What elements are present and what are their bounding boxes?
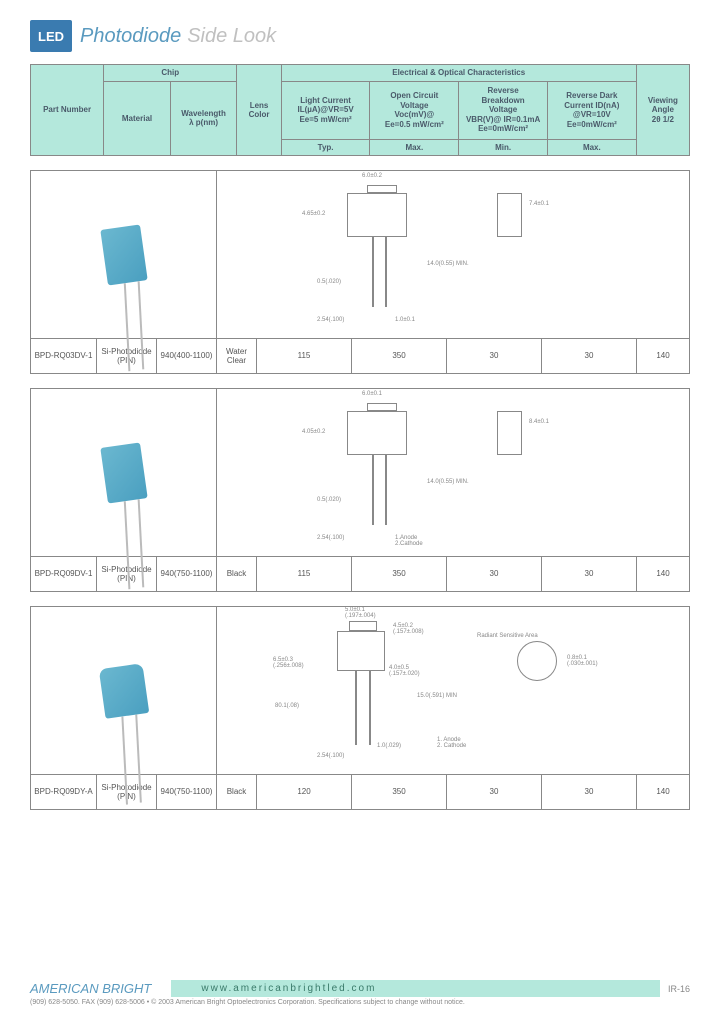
diagram-label: 1.0(.029): [377, 743, 401, 749]
product-photo-cell: [31, 171, 217, 338]
col-material: Material: [104, 81, 171, 156]
diagram-label: 0.8±0.1(.030±.001): [567, 655, 598, 667]
col-max1: Max.: [370, 139, 459, 156]
data-cell-viewing: 140: [637, 775, 689, 809]
data-cell-light_current: 115: [257, 557, 352, 591]
data-cell-viewing: 140: [637, 557, 689, 591]
data-cell-reverse_breakdown: 30: [447, 557, 542, 591]
product-block: 6.0±0.1 4.05±0.2 8.4±0.1 14.0(0.55) MIN. 0.5…: [30, 388, 690, 592]
diagram-label: 4.0±0.5(.157±.020): [389, 665, 420, 677]
data-cell-wavelength: 940(750-1100): [157, 775, 217, 809]
footer-bar: AMERICAN BRIGHT www.americanbrightled.co…: [0, 980, 720, 997]
product-photo-cell: [31, 389, 217, 556]
diagram-label: 2.54(.100): [317, 753, 344, 759]
product-image-row: 6.0±0.2 4.65±0.2 7.4±0.1 14.0(0.55) MIN. 0.5…: [31, 171, 689, 339]
data-cell-part: BPD-RQ09DY-A: [31, 775, 97, 809]
data-cell-wavelength: 940(400-1100): [157, 339, 217, 373]
col-lens: LensColor: [237, 65, 281, 156]
col-viewing: ViewingAngle2θ 1/2: [636, 65, 689, 156]
footer: AMERICAN BRIGHT www.americanbrightled.co…: [0, 980, 720, 1012]
product-photo-cell: [31, 607, 217, 774]
diagram-label: 0.5(.020): [317, 497, 341, 503]
data-cell-open_circuit: 350: [352, 557, 447, 591]
col-light-current: Light CurrentIL(µA)@VR=5VEe=5 mW/cm²: [281, 81, 370, 139]
col-part-number: Part Number: [31, 65, 104, 156]
diagram-label: 1.Anode2.Cathode: [395, 535, 423, 547]
logo: LED: [30, 20, 72, 52]
data-cell-reverse_breakdown: 30: [447, 339, 542, 373]
data-cell-lens: Black: [217, 557, 257, 591]
data-cell-light_current: 120: [257, 775, 352, 809]
product-data-row: BPD-RQ09DY-ASi-Photodiode(PIN)940(750-11…: [31, 775, 689, 809]
title-main: Photodiode: [80, 25, 181, 48]
diagram-label: 14.0(0.55) MIN.: [427, 261, 469, 267]
data-cell-lens: Black: [217, 775, 257, 809]
diagram-label: 6.0±0.2: [362, 173, 382, 179]
photodiode-icon: [100, 224, 147, 285]
page-header: LED Photodiode Side Look: [30, 20, 690, 52]
diagram-label: 4.5±0.2(.157±.008): [393, 623, 424, 635]
col-reverse-dark: Reverse DarkCurrent ID(nA)@VR=10VEe=0mW/…: [547, 81, 636, 139]
diagram-label: 14.0(0.55) MIN.: [427, 479, 469, 485]
spec-header-table: Part Number Chip LensColor Electrical & …: [30, 64, 690, 156]
col-max2: Max.: [547, 139, 636, 156]
diagram-label: 6.5±0.3(.256±.008): [273, 657, 304, 669]
diagram-label: 1.0±0.1: [395, 317, 415, 323]
col-typ: Typ.: [281, 139, 370, 156]
diagram-label: 5.0±0.1(.197±.004): [345, 607, 376, 619]
data-cell-lens: WaterClear: [217, 339, 257, 373]
data-cell-open_circuit: 350: [352, 775, 447, 809]
data-cell-reverse_breakdown: 30: [447, 775, 542, 809]
data-cell-reverse_dark: 30: [542, 775, 637, 809]
col-chip: Chip: [104, 65, 237, 82]
diagram-label: 4.65±0.2: [302, 211, 325, 217]
product-image-row: 6.0±0.1 4.05±0.2 8.4±0.1 14.0(0.55) MIN. 0.5…: [31, 389, 689, 557]
photodiode-icon: [100, 442, 147, 503]
col-open-circuit: Open CircuitVoltageVoc(mV)@Ee=0.5 mW/cm²: [370, 81, 459, 139]
diagram-label: 2.54(.100): [317, 535, 344, 541]
footer-page: IR-16: [668, 984, 690, 994]
product-block: 5.0±0.1(.197±.004) 4.5±0.2(.157±.008) 6.5±…: [30, 606, 690, 810]
col-reverse-breakdown: ReverseBreakdownVoltageVBR(V)@ IR=0.1mAE…: [459, 81, 548, 139]
diagram-label: 80.1(.08): [275, 703, 299, 709]
product-block: 6.0±0.2 4.65±0.2 7.4±0.1 14.0(0.55) MIN. 0.5…: [30, 170, 690, 374]
photodiode-icon: [98, 663, 149, 719]
data-cell-reverse_dark: 30: [542, 557, 637, 591]
product-diagram-cell: 6.0±0.2 4.65±0.2 7.4±0.1 14.0(0.55) MIN. 0.5…: [217, 171, 689, 338]
data-cell-part: BPD-RQ09DV-1: [31, 557, 97, 591]
footer-brand: AMERICAN BRIGHT: [30, 981, 151, 996]
product-diagram-cell: 6.0±0.1 4.05±0.2 8.4±0.1 14.0(0.55) MIN. 0.5…: [217, 389, 689, 556]
footer-fine-print: (909) 628-5050. FAX (909) 628-5006 • © 2…: [0, 997, 720, 1012]
product-image-row: 5.0±0.1(.197±.004) 4.5±0.2(.157±.008) 6.5±…: [31, 607, 689, 775]
title-sub: Side Look: [187, 25, 276, 48]
products-container: 6.0±0.2 4.65±0.2 7.4±0.1 14.0(0.55) MIN. 0.5…: [30, 170, 690, 810]
data-cell-open_circuit: 350: [352, 339, 447, 373]
diagram-label: 7.4±0.1: [529, 201, 549, 207]
footer-url: www.americanbrightled.com: [171, 980, 660, 997]
data-cell-light_current: 115: [257, 339, 352, 373]
product-diagram-cell: 5.0±0.1(.197±.004) 4.5±0.2(.157±.008) 6.5±…: [217, 607, 689, 774]
diagram-label: 2.54(.100): [317, 317, 344, 323]
diagram-label: Radiant Sensitive Area: [477, 633, 538, 639]
data-cell-reverse_dark: 30: [542, 339, 637, 373]
diagram-label: 8.4±0.1: [529, 419, 549, 425]
data-cell-wavelength: 940(750-1100): [157, 557, 217, 591]
diagram-label: 15.0(.591) MIN: [417, 693, 457, 699]
data-cell-viewing: 140: [637, 339, 689, 373]
diagram-label: 4.05±0.2: [302, 429, 325, 435]
diagram-label: 0.5(.020): [317, 279, 341, 285]
col-electrical: Electrical & Optical Characteristics: [281, 65, 636, 82]
diagram-label: 6.0±0.1: [362, 391, 382, 397]
col-wavelength: Wavelengthλ p(nm): [170, 81, 237, 156]
data-cell-part: BPD-RQ03DV-1: [31, 339, 97, 373]
col-min: Min.: [459, 139, 548, 156]
diagram-label: 1. Anode2. Cathode: [437, 737, 466, 749]
